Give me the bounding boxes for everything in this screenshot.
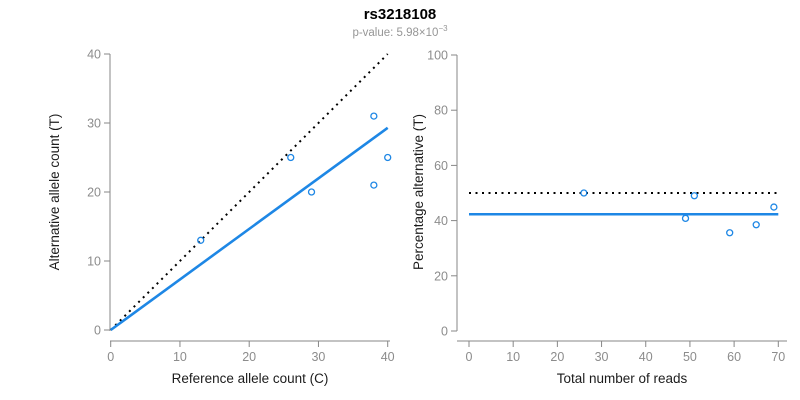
p-value-text: p-value: 5.98×10 [352, 26, 439, 39]
identity-line [109, 53, 389, 331]
data-point [384, 153, 392, 162]
data-point [370, 181, 378, 189]
left-y-axis-title: Alternative allele count (T) [47, 113, 62, 271]
y-tick-label: 30 [87, 117, 101, 131]
x-tick-label: 0 [107, 350, 114, 364]
data-point [307, 188, 316, 196]
y-tick-label: 20 [87, 186, 101, 200]
x-tick-label: 30 [311, 350, 325, 364]
x-tick-label: 20 [550, 350, 564, 364]
page-title: rs3218108 [363, 6, 437, 23]
y-tick-label: 60 [434, 159, 448, 173]
p-value-exponent: −3 [438, 24, 448, 33]
y-tick-label: 0 [441, 325, 448, 339]
x-tick-label: 40 [639, 350, 653, 364]
data-point [752, 221, 760, 229]
allele-counts-plot: 0 10 20 30 40 0 10 20 30 40 [87, 48, 395, 365]
data-point [370, 112, 378, 120]
x-tick-label: 60 [727, 350, 741, 364]
x-tick-label: 10 [173, 350, 187, 364]
x-tick-label: 10 [506, 350, 520, 364]
y-tick-label: 80 [434, 104, 448, 118]
data-point [770, 203, 778, 211]
data-point [681, 214, 690, 223]
y-tick-label: 40 [434, 214, 448, 228]
data-point [726, 229, 734, 237]
x-tick-label: 50 [683, 350, 697, 364]
x-tick-label: 70 [771, 350, 785, 364]
y-tick-label: 100 [427, 49, 448, 63]
data-point [287, 153, 295, 162]
x-tick-label: 30 [595, 350, 609, 364]
y-tick-label: 40 [87, 48, 101, 62]
y-tick-label: 20 [434, 269, 448, 283]
y-tick-label: 0 [94, 324, 101, 338]
x-tick-label: 0 [466, 350, 473, 364]
y-tick-label: 10 [87, 255, 101, 269]
percentage-by-reads-plot: 0 10 20 30 40 50 60 70 0 20 40 60 80 100 [427, 49, 787, 364]
data-point [690, 192, 698, 200]
x-tick-label: 40 [381, 350, 395, 364]
p-value-subtitle: p-value: 5.98×10−3 [0, 24, 800, 39]
data-point [580, 189, 588, 197]
right-x-axis-title: Total number of reads [556, 371, 688, 386]
x-tick-label: 20 [242, 350, 256, 364]
left-x-axis-title: Reference allele count (C) [171, 371, 329, 386]
right-y-axis-title: Percentage alternative (T) [411, 113, 426, 271]
fit-line [109, 126, 389, 332]
data-point [197, 236, 205, 244]
